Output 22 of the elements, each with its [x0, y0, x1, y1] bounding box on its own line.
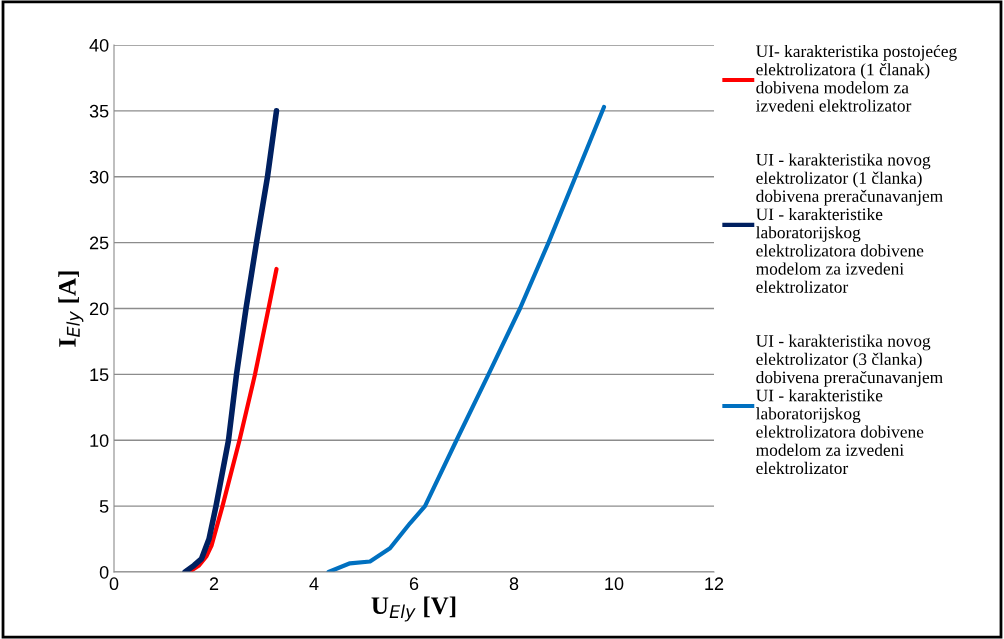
x-tick-label: 6 — [409, 577, 419, 591]
legend-label: UI - karakteristika novog elektrolizator (1 članka) dobivena preračunavanjem UI - karakteristike laboratorijskog elektrolizatora dobivene modelom za izvedeni elektrolizator — [756, 153, 943, 293]
x-tick-label: 4 — [309, 577, 319, 590]
legend-label: UI- karakteristika postojećeg elektrolizatora (1 članak) dobivena modelom za izvedeni elektrolizator — [756, 44, 957, 112]
y-axis-title: I$_{Ely}$ [A] — [58, 271, 84, 347]
line-series — [326, 104, 607, 572]
y-tick-label: 40 — [89, 38, 109, 52]
y-tick-label: 35 — [89, 104, 109, 118]
y-tick-label: 10 — [90, 434, 109, 447]
x-tick-label: 2 — [209, 577, 219, 590]
y-tick-label: 0 — [99, 565, 109, 579]
x-tick-label: 12 — [705, 577, 724, 590]
y-tick-label: 5 — [99, 500, 109, 513]
y-tick-label: 15 — [90, 368, 109, 382]
legend-label: UI - karakteristika novog elektrolizator (3 članka) dobivena preračunavanjem UI - karakteristike laboratorijskog elektrolizatora dobivene modelom za izvedeni elektrolizator — [756, 334, 943, 475]
x-tick-label: 10 — [605, 577, 624, 591]
y-tick-label: 25 — [89, 236, 109, 250]
x-tick-label: 0 — [109, 577, 119, 591]
x-axis-title: U$_{Ely}$ [V] — [371, 596, 456, 622]
x-tick-label: 8 — [509, 577, 519, 591]
y-tick-label: 30 — [89, 170, 109, 184]
y-tick-label: 20 — [89, 302, 109, 316]
